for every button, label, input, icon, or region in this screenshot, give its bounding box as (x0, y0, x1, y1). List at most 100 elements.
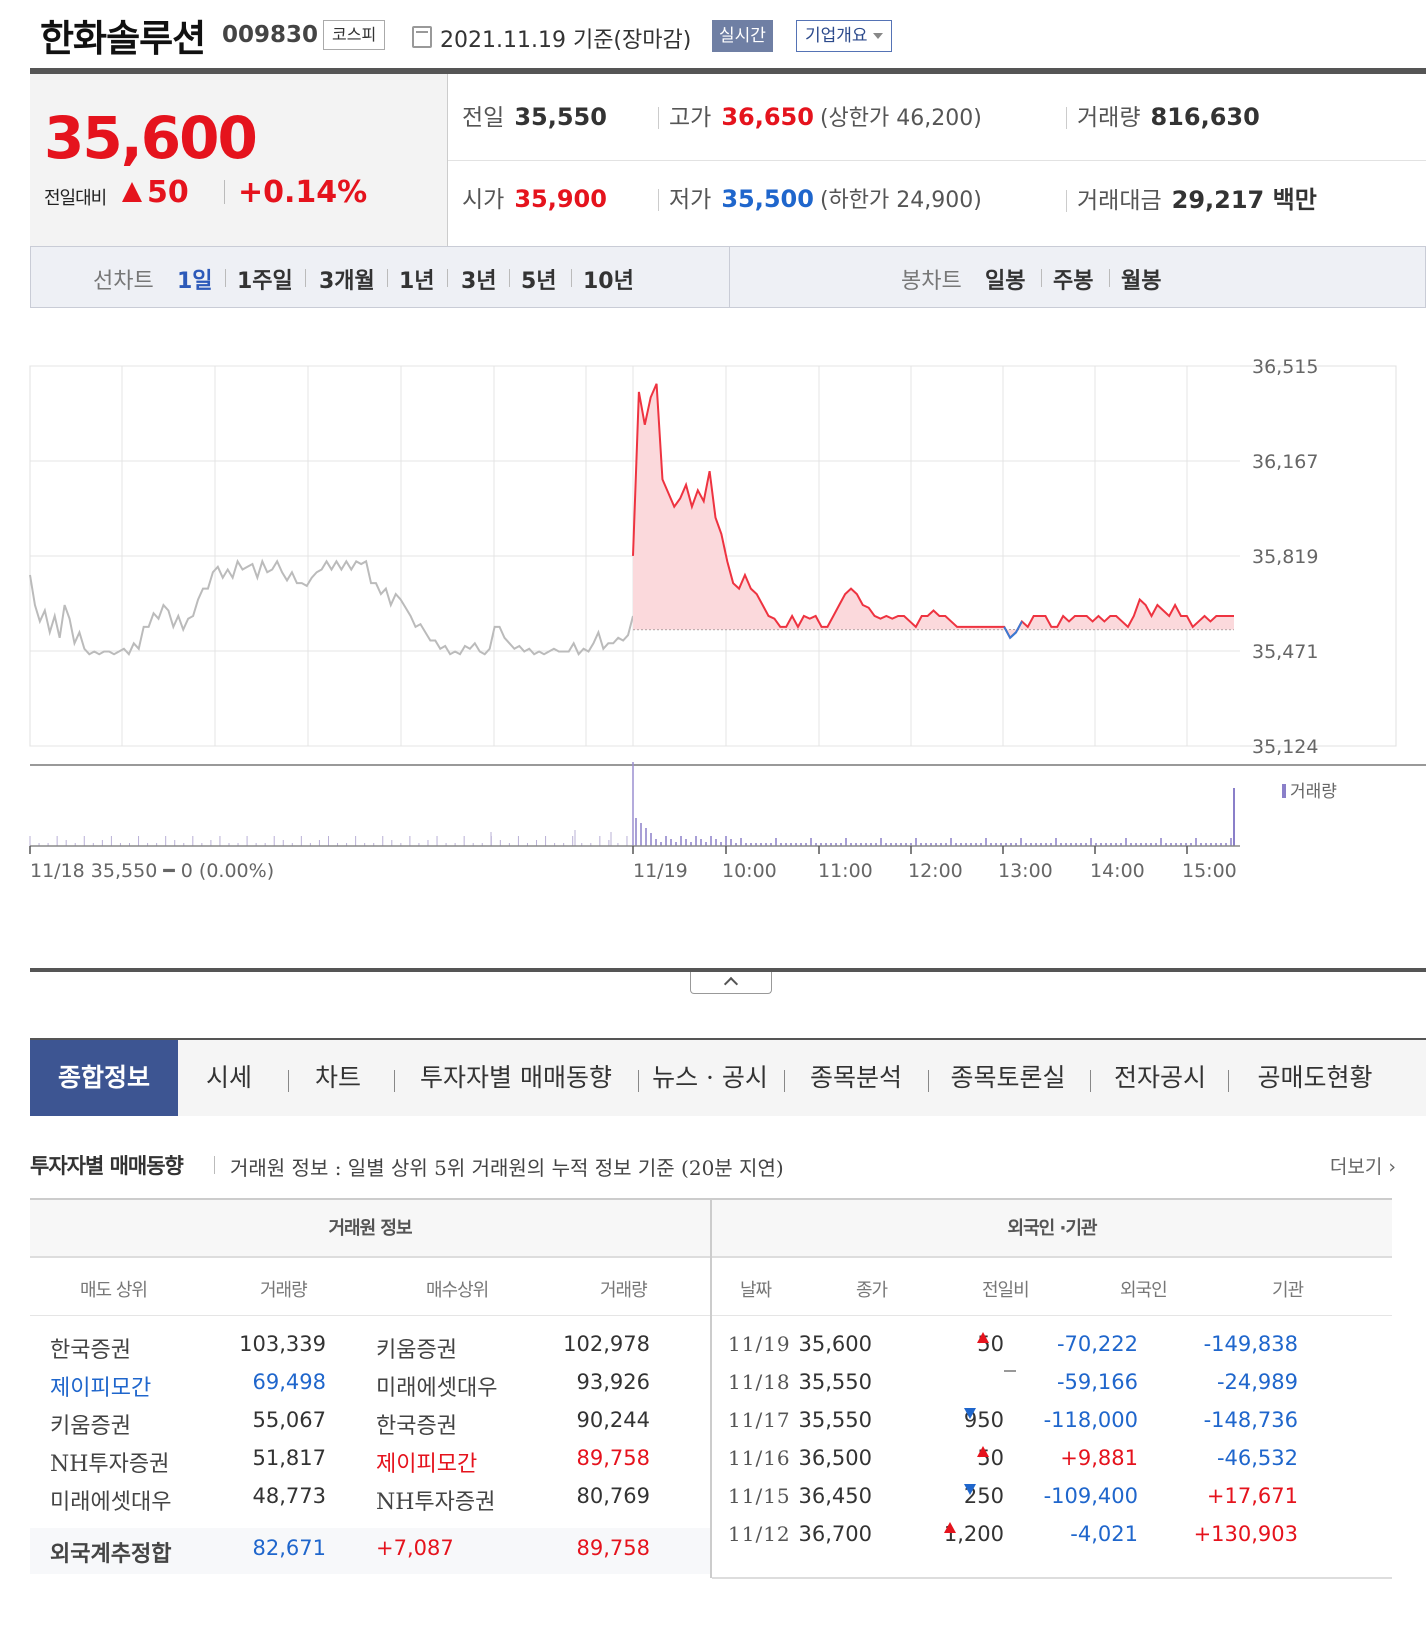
foreign-cell: -59,166 (1056, 1370, 1138, 1394)
price-stats: 전일 35,550 고가 36,650 (상한가 46,200) 거래량 816,630… (448, 74, 1426, 246)
table-row: 11/19 35,600 50 -70,222 -149,838 (712, 1332, 1392, 1372)
chart-bottom-divider (30, 968, 1426, 972)
seller-name[interactable]: NH투자증권 (50, 1452, 170, 1477)
date-cell: 11/12 (728, 1522, 791, 1546)
down-arrow-icon (963, 1484, 976, 1495)
period-3y[interactable]: 3년 (461, 269, 497, 294)
header-divider (30, 68, 1426, 74)
period-1y[interactable]: 1년 (399, 269, 435, 294)
change-cell: 950 (963, 1408, 1004, 1432)
period-10y[interactable]: 10년 (583, 269, 634, 294)
y-tick-label: 35,471 (1252, 641, 1318, 663)
investor-table-header: 날짜 종가 전일비 외국인 기관 (712, 1258, 1392, 1316)
table-divider (710, 1198, 712, 1578)
x-tick-label: 10:00 (722, 860, 777, 882)
tab-2[interactable]: 차트 (314, 1063, 361, 1092)
period-3m[interactable]: 3개월 (319, 269, 375, 294)
foreign-cell: -4,021 (1070, 1522, 1138, 1546)
chart-canvas: 36,515 36,167 35,819 35,471 35,124 거래량 11/19 10… (29, 356, 1426, 882)
investor-table-title: 외국인 ·기관 (712, 1200, 1392, 1258)
buyer-name[interactable]: 미래에셋대우 (376, 1376, 498, 1401)
stock-code: 009830 (222, 22, 319, 48)
intraday-chart[interactable]: 36,515 36,167 35,819 35,471 35,124 거래량 11/19 10… (0, 320, 1426, 940)
change-value: 50 (122, 175, 189, 210)
aggregate-cell: 89,758 (576, 1536, 650, 1560)
buyer-name[interactable]: 한국증권 (376, 1414, 457, 1439)
current-price-box: 35,600 전일대비 50 +0.14% (30, 74, 448, 246)
volume-cell: 89,758 (576, 1446, 650, 1470)
volume-cell: 103,339 (239, 1332, 326, 1356)
tab-divider (288, 1070, 289, 1092)
change-cell: 50 (977, 1446, 1004, 1470)
seller-name[interactable]: 한국증권 (50, 1338, 131, 1363)
volume-legend-swatch (1282, 784, 1286, 798)
volume-cell: 80,769 (576, 1484, 650, 1508)
aggregate-cell: 외국계추정합 (50, 1541, 172, 1567)
more-link[interactable]: 더보기 › (1329, 1156, 1396, 1178)
table-row: 한국증권 103,339 키움증권 102,978 (30, 1332, 710, 1372)
open-price: 시가 35,900 (462, 185, 607, 213)
table-row: 11/15 36,450 250 -109,400 +17,671 (712, 1484, 1392, 1524)
seller-name[interactable]: 제이피모간 (50, 1376, 152, 1401)
close-cell: 36,700 (798, 1522, 872, 1546)
current-day-price-line (632, 383, 1234, 640)
tab-0[interactable]: 종합정보 (30, 1040, 178, 1116)
change-cell: 50 (977, 1332, 1004, 1356)
buyer-name[interactable]: NH투자증권 (376, 1490, 496, 1515)
seller-name[interactable]: 키움증권 (50, 1414, 131, 1439)
tab-4[interactable]: 뉴스 · 공시 (652, 1063, 768, 1092)
volume-cell: 90,244 (576, 1408, 650, 1432)
down-arrow-icon (963, 1408, 976, 1419)
volume-legend-label: 거래량 (1290, 782, 1337, 802)
period-1w[interactable]: 1주일 (237, 269, 293, 294)
company-overview-dropdown[interactable]: 기업개요 (796, 20, 892, 52)
y-tick-label: 35,819 (1252, 546, 1318, 568)
tab-divider (394, 1070, 395, 1092)
unchanged-icon (1004, 1370, 1016, 1372)
high-price: 고가 36,650 (상한가 46,200) (658, 98, 982, 132)
realtime-button[interactable]: 실시간 (712, 20, 773, 52)
foreign-cell: -109,400 (1043, 1484, 1138, 1508)
change-cell: 250 (963, 1484, 1004, 1508)
tab-3[interactable]: 투자자별 매매동향 (420, 1063, 612, 1092)
table-row: 11/16 36,500 50 +9,881 -46,532 (712, 1446, 1392, 1486)
candle-monthly[interactable]: 월봉 (1121, 269, 1162, 294)
volume: 거래량 816,630 (1066, 98, 1260, 132)
tab-6[interactable]: 종목토론실 (950, 1063, 1066, 1092)
aggregate-cell: 82,671 (252, 1536, 326, 1560)
investor-table: 외국인 ·기관 날짜 종가 전일비 외국인 기관 11/19 35,600 50 -7… (712, 1198, 1392, 1578)
foreign-cell: -70,222 (1056, 1332, 1138, 1356)
collapse-chart-button[interactable] (690, 972, 772, 994)
stock-name[interactable]: 한화솔루션 (40, 17, 206, 60)
x-tick-label: 11/19 (633, 860, 688, 882)
price-area-fill (633, 383, 1234, 638)
y-tick-label: 36,515 (1252, 356, 1318, 378)
volume-cell: 69,498 (252, 1370, 326, 1394)
main-tabs: 종합정보 시세 차트 투자자별 매매동향 뉴스 · 공시 종목분석 종목토론실 전자공시 공매도… (30, 1038, 1426, 1116)
table-row: 11/12 36,700 1,200 -4,021 +130,903 (712, 1522, 1392, 1562)
buyer-name[interactable]: 제이피모간 (376, 1452, 478, 1477)
tab-divider (784, 1070, 785, 1092)
tab-1[interactable]: 시세 (205, 1063, 252, 1092)
close-cell: 35,550 (798, 1370, 872, 1394)
institution-cell: -46,532 (1216, 1446, 1298, 1470)
tab-8[interactable]: 공매도현황 (1257, 1063, 1373, 1092)
candle-weekly[interactable]: 주봉 (1053, 269, 1094, 294)
tab-7[interactable]: 전자공시 (1113, 1063, 1206, 1092)
close-cell: 36,450 (798, 1484, 872, 1508)
candle-daily[interactable]: 일봉 (985, 269, 1026, 294)
period-1d[interactable]: 1일 (177, 269, 213, 294)
broker-table-header: 매도 상위 거래량 매수상위 거래량 (30, 1258, 710, 1316)
seller-name[interactable]: 미래에셋대우 (50, 1490, 172, 1515)
change-cell: 1,200 (943, 1522, 1004, 1546)
table-row: 11/17 35,550 950 -118,000 -148,736 (712, 1408, 1392, 1448)
period-5y[interactable]: 5년 (521, 269, 557, 294)
institution-cell: -24,989 (1216, 1370, 1298, 1394)
x-tick-label: 11:00 (818, 860, 873, 882)
chart-period-nav: 선차트 1일 1주일 3개월 1년 3년 5년 10년 봉차트 일봉 주봉 월봉 (30, 246, 1426, 308)
buyer-name[interactable]: 키움증권 (376, 1338, 457, 1363)
tab-5[interactable]: 종목분석 (809, 1063, 902, 1092)
institution-cell: +17,671 (1206, 1484, 1298, 1508)
market-badge: 코스피 (323, 20, 386, 50)
chevron-down-icon (872, 33, 883, 39)
